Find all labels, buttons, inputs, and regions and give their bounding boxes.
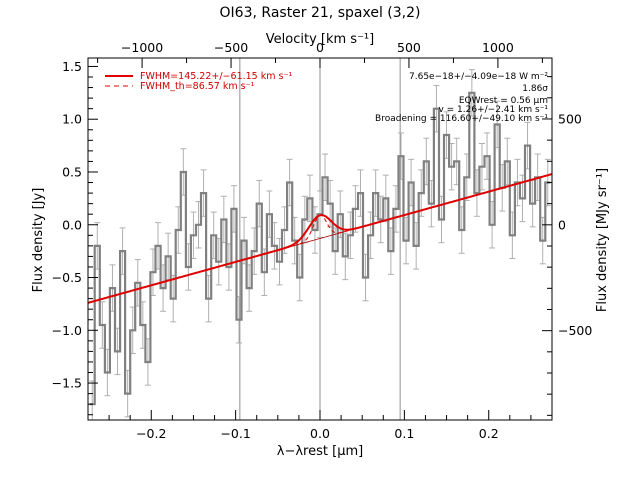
y2-axis-label: Flux density [MJy sr⁻¹] xyxy=(595,168,610,312)
fit-series xyxy=(87,173,553,304)
x-tick-label-4: 0.2 xyxy=(479,426,499,441)
x2-tick-label-3: 500 xyxy=(397,40,421,55)
annotation-sigma: 1.86σ xyxy=(522,84,548,94)
x2-tick-label-2: 0 xyxy=(316,40,324,55)
y-tick-label-6: 1.5 xyxy=(62,59,82,74)
y-tick-label-1: −1.0 xyxy=(52,323,82,338)
x-tick-label-3: 0.1 xyxy=(394,426,414,441)
y-tick-label-0: −1.5 xyxy=(52,376,82,391)
x2-axis-label: Velocity [km s⁻¹] xyxy=(266,32,374,47)
velocity-reference-lines xyxy=(239,58,401,420)
spectrum-series xyxy=(89,91,551,406)
axis-ticks: −0.2 −0.1 0.0 0.1 0.2 −1000 −500 0 500 1000 −1.5 −1… xyxy=(52,40,593,441)
fit-annotations: 7.65e−18+/−4.09e−18 W m⁻² 1.86σ EQWrest … xyxy=(375,72,548,124)
x2-tick-label-4: 1000 xyxy=(482,40,514,55)
annotation-flux: 7.65e−18+/−4.09e−18 W m⁻² xyxy=(409,72,548,82)
legend-label-fit: FWHM=145.22+/−61.15 km s⁻¹ xyxy=(140,71,292,82)
y-axis-label: Flux density [Jy] xyxy=(31,188,46,293)
legend-label-theoretical: FWHM_th=86.57 km s⁻¹ xyxy=(140,81,255,92)
fit-line xyxy=(87,173,553,304)
spectrum-line xyxy=(89,91,551,406)
y-tick-label-4: 0.5 xyxy=(62,164,82,179)
y-tick-label-3: 0.0 xyxy=(62,217,82,232)
y-tick-label-5: 1.0 xyxy=(62,112,82,127)
y2-tick-label-1: 0 xyxy=(558,217,566,232)
legend: FWHM=145.22+/−61.15 km s⁻¹ FWHM_th=86.57… xyxy=(105,71,292,92)
y-tick-label-2: −0.5 xyxy=(52,270,82,285)
annotation-broadening: Broadening = 116.60+/−49.10 km s⁻¹ xyxy=(375,114,548,124)
chart-title: OI63, Raster 21, spaxel (3,2) xyxy=(220,5,421,21)
annotation-velocity: v = 1.26+/−2.41 km s⁻¹ xyxy=(438,105,548,115)
x-tick-label-0: −0.2 xyxy=(136,426,166,441)
plot-frame xyxy=(87,57,553,421)
y2-tick-label-0: −500 xyxy=(558,323,592,338)
y2-tick-label-2: 500 xyxy=(558,111,582,126)
x2-tick-label-1: −500 xyxy=(214,40,248,55)
x2-tick-label-0: −1000 xyxy=(121,40,163,55)
annotation-eqw: EQWrest = 0.56 μm xyxy=(459,96,548,106)
x-axis-label: λ−λrest [μm] xyxy=(277,444,363,459)
x-tick-label-2: 0.0 xyxy=(310,426,330,441)
x-tick-label-1: −0.1 xyxy=(220,426,250,441)
